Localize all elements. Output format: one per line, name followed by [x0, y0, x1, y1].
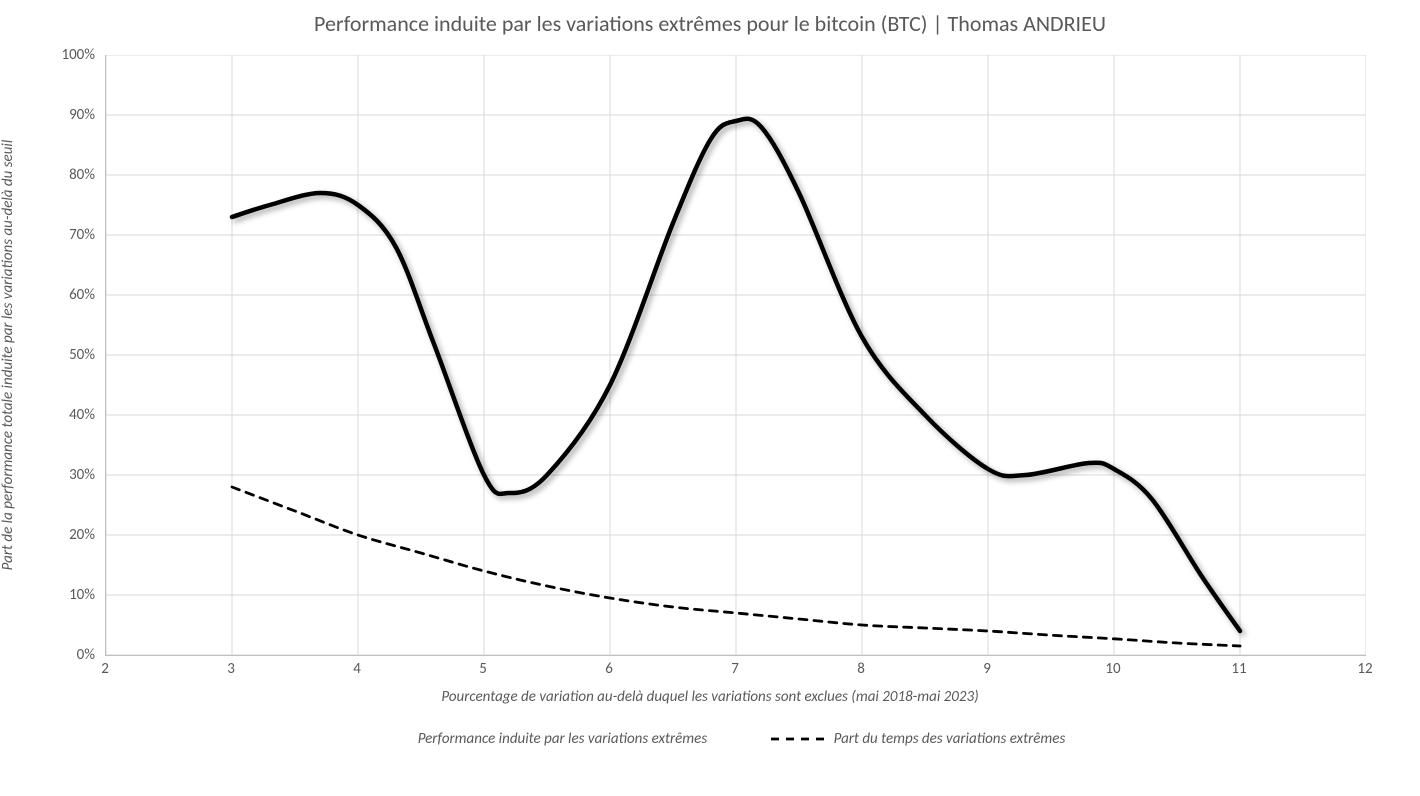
legend-item-solid: Performance induite par les variations e… [355, 730, 708, 748]
legend-label-solid: Performance induite par les variations e… [418, 730, 708, 748]
legend-item-dashed: Part du temps des variations extrêmes [771, 730, 1066, 748]
y-tick-label: 40% [45, 406, 95, 424]
y-tick-label: 90% [45, 106, 95, 124]
y-tick-label: 60% [45, 286, 95, 304]
y-tick-label: 70% [45, 226, 95, 244]
x-tick-label: 3 [211, 660, 251, 678]
y-tick-label: 30% [45, 466, 95, 484]
x-tick-label: 6 [589, 660, 629, 678]
chart-title: Performance induite par les variations e… [0, 10, 1420, 37]
plot-area [105, 55, 1366, 656]
y-tick-label: 20% [45, 526, 95, 544]
y-tick-label: 10% [45, 586, 95, 604]
x-tick-label: 10 [1093, 660, 1133, 678]
x-axis-title: Pourcentage de variation au-delà duquel … [0, 688, 1420, 706]
y-axis-title: Part de la performance totale induite pa… [0, 140, 17, 571]
x-tick-label: 4 [337, 660, 377, 678]
x-tick-label: 12 [1345, 660, 1385, 678]
y-tick-label: 80% [45, 166, 95, 184]
chart-container: Performance induite par les variations e… [0, 0, 1420, 796]
x-tick-label: 2 [85, 660, 125, 678]
x-tick-label: 8 [841, 660, 881, 678]
legend-swatch-dashed [771, 730, 826, 748]
x-tick-label: 5 [463, 660, 503, 678]
gridlines [106, 55, 1366, 655]
x-tick-label: 9 [967, 660, 1007, 678]
legend-label-dashed: Part du temps des variations extrêmes [834, 730, 1066, 748]
y-tick-label: 50% [45, 346, 95, 364]
x-tick-label: 7 [715, 660, 755, 678]
legend-swatch-solid [355, 730, 410, 748]
y-tick-label: 100% [45, 46, 95, 64]
x-tick-label: 11 [1219, 660, 1259, 678]
legend: Performance induite par les variations e… [0, 730, 1420, 753]
